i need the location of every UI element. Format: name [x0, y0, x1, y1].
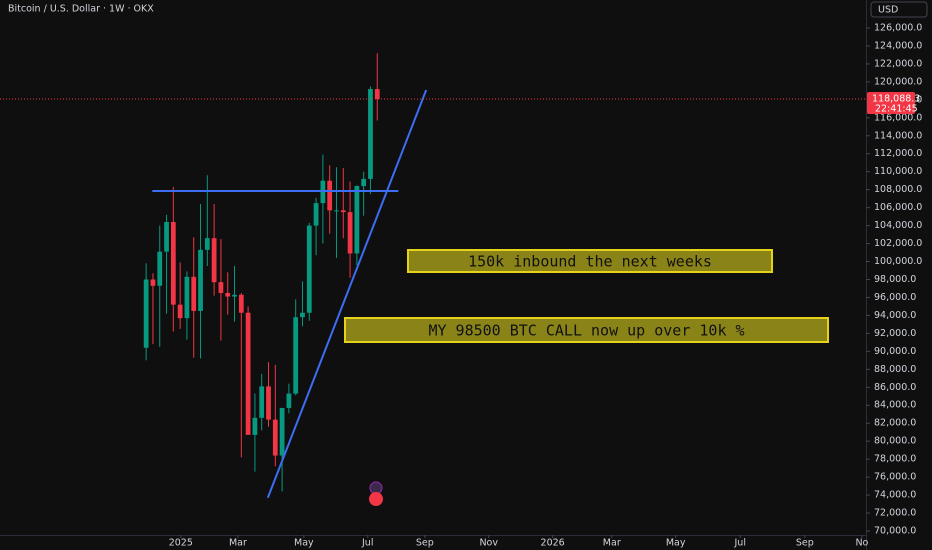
y-tick-label: 86,000.0 [874, 382, 916, 393]
candle-body [272, 419, 278, 456]
y-tick-label: 110,000.0 [874, 166, 922, 177]
y-tick-label: 78,000.0 [874, 454, 916, 465]
last-price-box [867, 92, 915, 115]
y-tick-label: 100,000.0 [874, 256, 922, 267]
candle-body [286, 393, 292, 408]
annotation-text: 150k inbound the next weeks [468, 253, 712, 271]
y-tick-label: 76,000.0 [874, 472, 916, 483]
y-tick-label: 112,000.0 [874, 148, 922, 159]
y-tick-label: 80,000.0 [874, 436, 916, 447]
last-price-label: 118,088.3 [872, 94, 920, 105]
candle-body [252, 417, 258, 435]
y-tick-label: 70,000.0 [874, 525, 916, 536]
candle-body [327, 180, 333, 211]
y-tick-label: 72,000.0 [874, 508, 916, 519]
candle-body [211, 238, 217, 283]
candle-body [374, 89, 380, 100]
y-tick-label: 122,000.0 [874, 58, 922, 69]
y-tick-label: 120,000.0 [874, 76, 922, 87]
event-icon[interactable] [369, 492, 383, 506]
currency[interactable]: USD [878, 5, 898, 16]
x-tick-label: Sep [796, 538, 814, 549]
y-tick-label: 96,000.0 [874, 292, 916, 303]
y-tick-label: 94,000.0 [874, 310, 916, 321]
y-tick-label: 102,000.0 [874, 238, 922, 249]
candle-body [334, 210, 339, 212]
y-tick-label: 126,000.0 [874, 22, 922, 33]
candle-body [266, 386, 271, 420]
x-tick-label: Jul [734, 538, 746, 549]
x-tick-label: Jul [361, 538, 373, 549]
candle-body [164, 222, 169, 252]
x-tick-label: No [855, 538, 868, 549]
y-tick-label: 98,000.0 [874, 274, 916, 285]
y-tick-label: 124,000.0 [874, 40, 922, 51]
candle-body [293, 317, 299, 394]
candle-body [347, 212, 353, 254]
candle-body [300, 312, 305, 318]
candle-body [198, 249, 203, 311]
y-tick-label: 114,000.0 [874, 130, 922, 141]
x-tick-label: Mar [603, 538, 621, 549]
candle-body [368, 89, 373, 179]
candle-body [143, 279, 149, 348]
candle-body [225, 292, 231, 297]
candle-body [238, 294, 244, 313]
candle-body [259, 386, 265, 418]
y-tick-label: 88,000.0 [874, 364, 916, 375]
y-tick-label: 74,000.0 [874, 490, 916, 501]
candle-body [232, 294, 237, 297]
candle-body [279, 407, 285, 456]
countdown: 22:41:45 [875, 104, 918, 115]
chart-title: Bitcoin / U.S. Dollar · 1W · OKX [8, 4, 154, 15]
x-tick-label: May [666, 538, 686, 549]
x-tick-label: May [294, 538, 314, 549]
y-tick-label: 106,000.0 [874, 202, 922, 213]
y-tick-label: 84,000.0 [874, 400, 916, 411]
candle-body [306, 225, 312, 313]
annotation-box [344, 317, 829, 343]
candle-body [361, 178, 367, 187]
candle-body [184, 276, 190, 319]
candle-body [340, 210, 346, 213]
y-tick-label: 82,000.0 [874, 418, 916, 429]
currency-box[interactable] [870, 1, 928, 18]
candle-body [170, 222, 176, 305]
x-tick-label: 2026 [541, 538, 565, 549]
x-tick-label: Nov [479, 538, 498, 549]
x-tick-label: Mar [229, 538, 247, 549]
candle-body [218, 282, 224, 293]
candle-body [245, 312, 251, 435]
y-tick-label: 92,000.0 [874, 328, 916, 339]
candle-body [157, 251, 163, 286]
y-tick-label: 90,000.0 [874, 346, 916, 357]
y-tick-label: 108,000.0 [874, 184, 922, 195]
candle-body [313, 203, 319, 226]
candle-body [177, 304, 183, 319]
y-tick-label: 104,000.0 [874, 220, 922, 231]
x-tick-label: 2025 [169, 538, 193, 549]
candle-body [191, 276, 197, 311]
annotation-box [407, 249, 773, 273]
x-tick-label: Sep [416, 538, 434, 549]
annotation-text: MY 98500 BTC CALL now up over 10k % [428, 322, 744, 340]
candle-body [150, 279, 156, 286]
candle-body [204, 238, 210, 250]
y-tick-label: 116,000.0 [874, 112, 922, 123]
plot: 70,000.0 72,000.0 74,000.0 76,000.0 78,000.0… [0, 22, 922, 549]
candle-body [354, 186, 360, 254]
trend-line [266, 89, 428, 499]
